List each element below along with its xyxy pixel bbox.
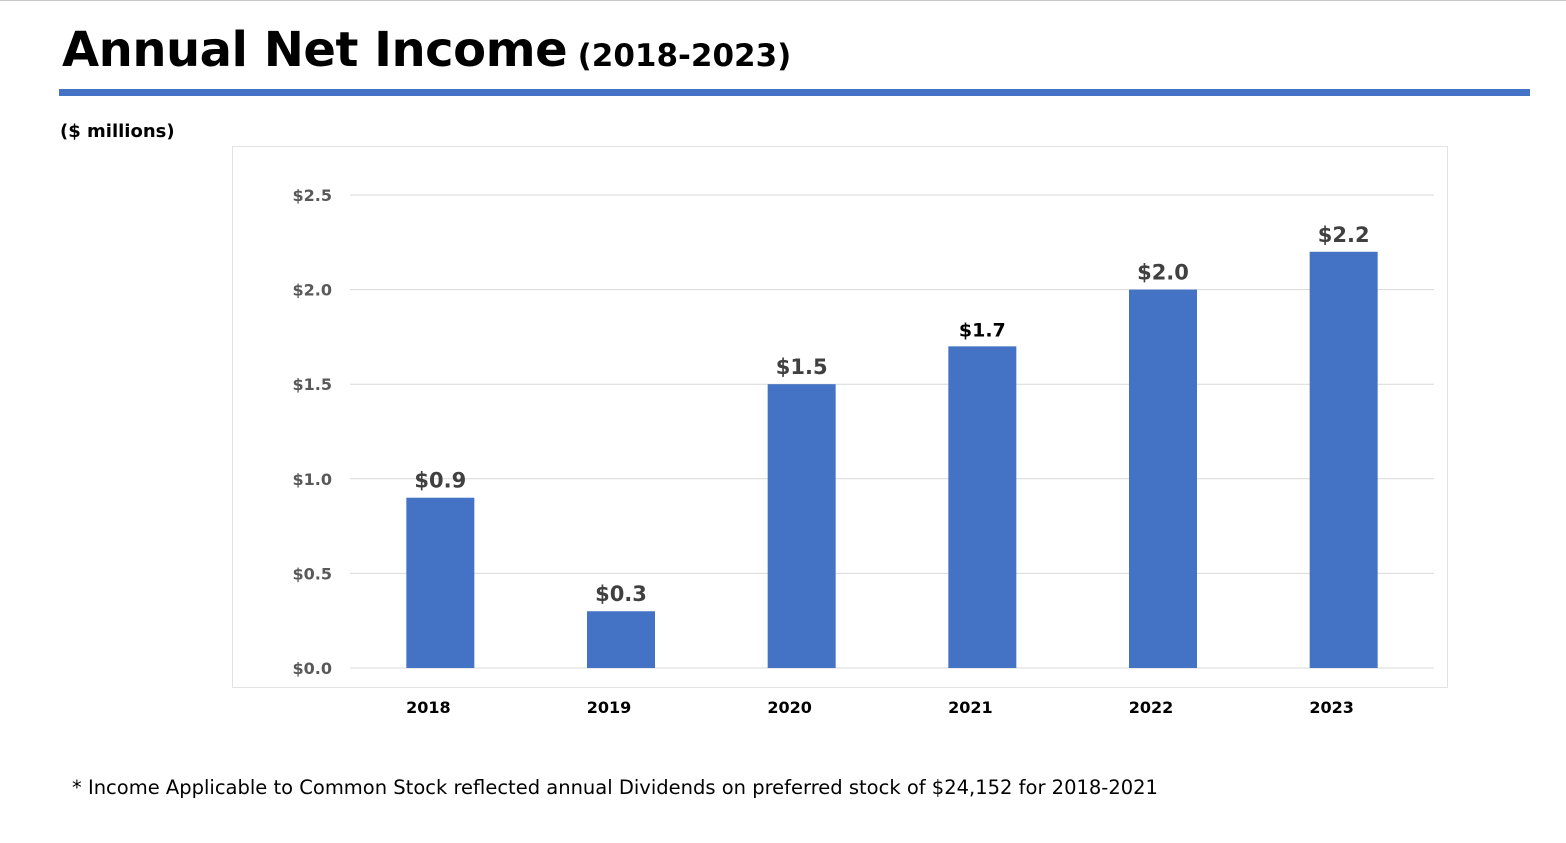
bar (1309, 251, 1378, 668)
data-label: $1.5 (776, 355, 828, 379)
data-label: $2.2 (1318, 223, 1370, 247)
data-label: $0.3 (595, 582, 647, 606)
data-labels: $0.9 $0.3 $1.5 $1.7 $2.0 $2.2 (414, 223, 1369, 606)
bar (948, 346, 1017, 668)
x-category-label: 2023 (1309, 698, 1354, 717)
bar (406, 497, 475, 668)
top-border (0, 0, 1566, 1)
gridlines (350, 194, 1434, 669)
bars (406, 251, 1378, 668)
units-label: ($ millions) (60, 121, 175, 142)
x-category-label: 2022 (1129, 698, 1174, 717)
y-tick-label: $2.5 (293, 186, 332, 205)
x-category-label: 2020 (767, 698, 812, 717)
title-underline (59, 89, 1530, 96)
title-subtitle: (2018-2023) (577, 38, 792, 74)
y-tick-label: $0.0 (293, 659, 332, 678)
x-axis-categories: 2018 2019 2020 2021 2022 2023 (406, 698, 1354, 717)
title-main: Annual Net Income (62, 22, 568, 78)
bar (1129, 289, 1197, 668)
y-tick-label: $0.5 (293, 564, 332, 583)
data-label: $0.9 (414, 469, 466, 493)
bar (767, 384, 836, 668)
data-label: $1.7 (959, 319, 1006, 341)
x-category-label: 2021 (948, 698, 993, 717)
x-category-label: 2018 (406, 698, 451, 717)
y-tick-label: $1.5 (293, 375, 332, 394)
chart-frame (232, 146, 1448, 688)
y-tick-label: $2.0 (293, 281, 332, 300)
x-category-label: 2019 (587, 698, 632, 717)
bar (587, 611, 655, 668)
y-tick-label: $1.0 (293, 470, 332, 489)
page-title: Annual Net Income (2018-2023) (62, 22, 791, 78)
footnote: * Income Applicable to Common Stock refl… (72, 776, 1158, 799)
data-label: $2.0 (1137, 261, 1189, 285)
y-axis-ticks: $0.0 $0.5 $1.0 $1.5 $2.0 $2.5 (293, 186, 332, 678)
